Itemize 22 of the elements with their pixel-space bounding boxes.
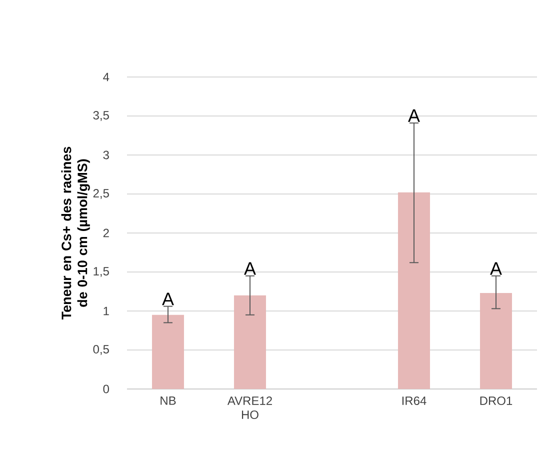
bar [480,293,512,389]
bar [152,314,184,389]
y-tick-label: 3,5 [93,111,109,121]
annotation: A [490,262,502,275]
x-tick-label: DRO1 [480,396,512,406]
annotation: A [408,109,420,122]
bar [398,192,430,389]
y-tick-label: 3 [103,150,109,160]
y-tick-label: 1,5 [94,267,109,277]
y-axis-title: Teneur en Cs+ des racines de 0-10 cm (µmol/gMS) [61,146,90,320]
x-tick-label: NB [160,396,176,405]
y-tick-label: 0 [103,384,110,394]
bar [234,295,266,389]
annotation: A [244,262,256,275]
y-tick-label: 1 [104,306,109,316]
y-tick-label: 2 [103,228,109,238]
x-tick-label: IR64 [402,396,426,406]
annotation: A [162,292,174,306]
y-tick-label: 0,5 [93,345,109,355]
y-tick-label: 2,5 [93,189,109,199]
x-tick-label: AVRE12 HO [227,396,272,420]
y-tick-label: 4 [103,72,110,82]
